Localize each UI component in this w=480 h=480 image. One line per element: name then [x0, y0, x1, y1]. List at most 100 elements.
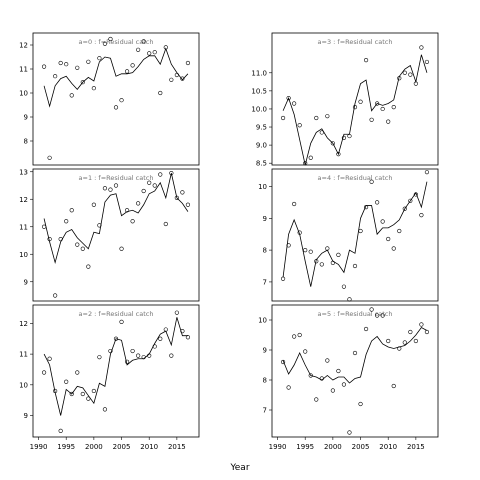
- panel-frame: [271, 168, 439, 302]
- observed-point: [292, 334, 297, 339]
- x-tick-label: 2005: [113, 443, 131, 451]
- x-tick-label: 2000: [85, 443, 103, 451]
- x-tick-label: 1995: [57, 443, 75, 451]
- observed-point: [358, 99, 363, 104]
- y-tick-label: 11.0: [251, 69, 267, 77]
- observed-point: [80, 80, 85, 85]
- observed-point: [314, 259, 319, 264]
- panel-frame: [271, 32, 439, 166]
- observed-point: [336, 152, 341, 157]
- y-tick-label: 9.0: [256, 142, 267, 150]
- y-tick-label: 8: [263, 377, 267, 385]
- observed-point: [386, 338, 391, 344]
- y-tick-label: 9: [263, 215, 267, 223]
- observed-point: [152, 344, 157, 349]
- y-tick-label: 7: [263, 278, 267, 286]
- observed-point: [286, 243, 291, 248]
- observed-point: [124, 208, 130, 213]
- observed-point: [347, 297, 352, 302]
- observed-point: [314, 397, 319, 402]
- observed-point: [64, 219, 69, 224]
- x-tick-label: 1990: [269, 443, 287, 451]
- observed-point: [347, 133, 352, 139]
- observed-point: [97, 223, 102, 228]
- panel-title: a=0 : f=Residual catch: [79, 38, 154, 46]
- observed-point: [424, 59, 430, 65]
- observed-point: [280, 359, 286, 365]
- observed-point: [280, 276, 286, 281]
- observed-point: [347, 430, 352, 435]
- observed-point: [174, 310, 179, 315]
- observed-point: [158, 90, 163, 96]
- observed-point: [80, 246, 85, 251]
- y-tick-label: 10: [19, 381, 28, 389]
- observed-point: [64, 62, 69, 67]
- observed-point: [47, 155, 52, 160]
- y-tick-label: 9: [24, 114, 28, 122]
- observed-point: [408, 72, 413, 77]
- x-tick-label: 2010: [379, 443, 397, 451]
- observed-point: [286, 385, 291, 390]
- observed-point: [330, 388, 335, 393]
- observed-point: [113, 336, 119, 341]
- observed-point: [119, 319, 124, 324]
- y-tick-label: 12: [19, 320, 28, 328]
- panel-title: a=3 : f=Residual catch: [318, 38, 393, 46]
- observed-point: [408, 198, 413, 203]
- observed-point: [124, 359, 130, 364]
- panel-2: a=1 : f=Residual catch 9 10 11 12 13: [19, 168, 200, 302]
- observed-point: [147, 353, 152, 358]
- observed-point: [41, 370, 47, 375]
- observed-point: [336, 252, 341, 257]
- observed-point: [102, 407, 108, 412]
- observed-point: [147, 180, 152, 185]
- observed-point: [69, 93, 74, 98]
- y-tick-label: 8: [24, 138, 28, 146]
- y-tick-label: 10.5: [251, 87, 267, 95]
- fitted-line: [43, 47, 189, 108]
- y-tick-label: 11: [19, 223, 28, 231]
- observed-point: [297, 123, 302, 128]
- y-tick-label: 9: [24, 278, 28, 286]
- observed-point: [319, 376, 324, 381]
- observed-point: [136, 201, 141, 206]
- observed-point: [169, 353, 174, 358]
- observed-point: [102, 41, 108, 46]
- observed-point: [163, 327, 168, 332]
- observed-point: [130, 63, 135, 68]
- observed-point: [97, 355, 102, 360]
- observed-point: [369, 179, 374, 184]
- observed-point: [53, 388, 58, 394]
- observed-point: [397, 346, 402, 351]
- observed-point: [91, 388, 96, 394]
- observed-point: [119, 98, 124, 103]
- observed-point: [180, 328, 185, 334]
- observed-point: [419, 322, 424, 327]
- observed-point: [369, 307, 374, 312]
- panel-frame: [32, 32, 200, 166]
- observed-point: [380, 106, 385, 112]
- observed-point: [185, 335, 191, 340]
- observed-point: [80, 391, 85, 397]
- observed-point: [163, 221, 168, 227]
- observed-point: [108, 348, 113, 354]
- panel-grid: a=0 : f=Residual catch 8 9 10 11 12 a=3 : f=Re…: [19, 32, 439, 451]
- observed-point: [53, 293, 58, 298]
- observed-point: [352, 350, 358, 356]
- observed-point: [325, 246, 330, 251]
- observed-point: [386, 119, 391, 124]
- observed-point: [303, 349, 308, 354]
- y-tick-label: 10: [19, 251, 28, 259]
- observed-point: [53, 74, 58, 79]
- observed-point: [336, 368, 341, 374]
- observed-point: [330, 141, 335, 146]
- panel-3: a=4 : f=Residual catch 7 8 9 10: [258, 168, 439, 302]
- observed-point: [180, 76, 185, 81]
- observed-point: [363, 58, 369, 63]
- y-tick-label: 8: [263, 247, 267, 255]
- observed-point: [391, 105, 396, 110]
- x-tick-label: 2015: [407, 443, 425, 451]
- fitted-line: [282, 54, 428, 166]
- x-axis-title: Year: [229, 463, 249, 473]
